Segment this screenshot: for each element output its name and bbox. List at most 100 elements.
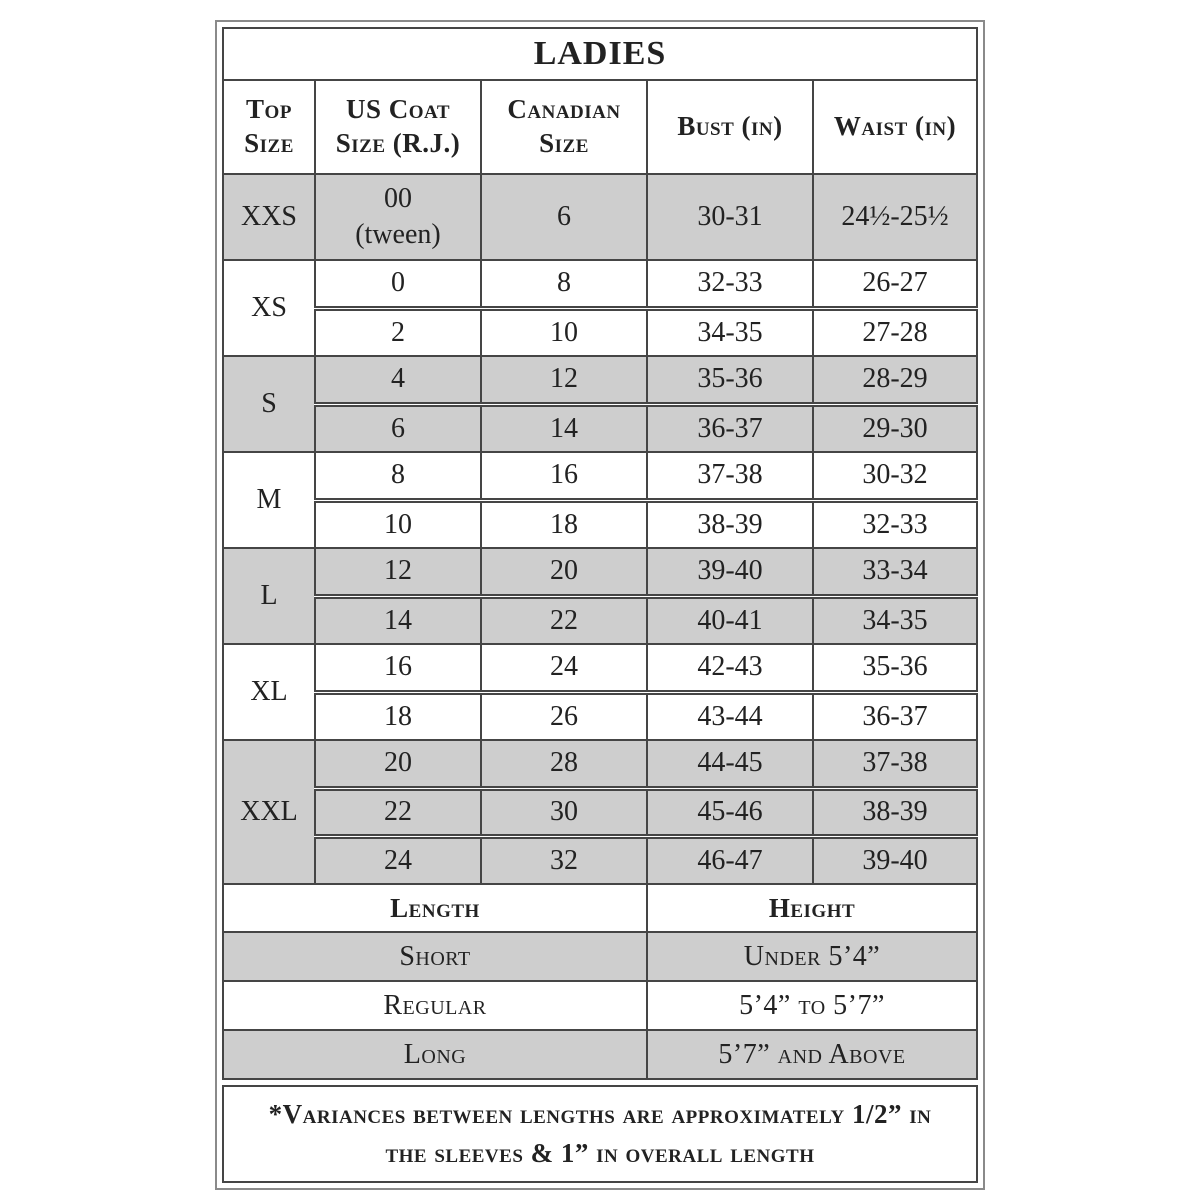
- length-value: Long: [222, 1029, 648, 1080]
- size-row-xs-1: XS 0 8 32-33 26-27: [222, 259, 979, 357]
- waist-cell: 29-30: [811, 401, 979, 453]
- us-size-cell: 2: [314, 305, 482, 357]
- size-chart-frame: LADIES Top Size US Coat Size (R.J.) Cana…: [215, 20, 985, 1191]
- waist-cell: 24½-25½: [811, 173, 979, 261]
- size-row-l-2: 14 22 40-41 34-35: [223, 593, 979, 645]
- us-size-cell: 12: [314, 547, 482, 597]
- us-size-cell: 00 (tween): [314, 173, 482, 261]
- col-header-us-coat-size: US Coat Size (R.J.): [314, 79, 482, 175]
- canadian-size-cell: 6: [480, 173, 648, 261]
- canadian-size-cell: 8: [480, 259, 648, 309]
- waist-cell: 30-32: [811, 451, 979, 501]
- us-size-cell: 14: [314, 593, 482, 645]
- waist-cell: 34-35: [811, 593, 979, 645]
- canadian-size-cell: 18: [480, 497, 648, 549]
- size-row-xxl-1: XXL 20 28 44-45 37-38: [222, 739, 979, 885]
- waist-cell: 33-34: [811, 547, 979, 597]
- size-row-xxl-2: 22 30 45-46 38-39: [223, 785, 979, 837]
- length-value: Short: [222, 931, 648, 982]
- bust-cell: 40-41: [646, 593, 814, 645]
- canadian-size-cell: 24: [480, 643, 648, 693]
- bust-cell: 37-38: [646, 451, 814, 501]
- canadian-size-cell: 10: [480, 305, 648, 357]
- waist-cell: 36-37: [811, 689, 979, 741]
- us-size-cell: 6: [314, 401, 482, 453]
- canadian-size-cell: 14: [480, 401, 648, 453]
- size-row-xs-2: 2 10 34-35 27-28: [223, 305, 979, 357]
- waist-cell: 39-40: [811, 833, 979, 885]
- size-row-xxl-3: 24 32 46-47 39-40: [223, 833, 979, 885]
- height-header: Height: [645, 883, 979, 933]
- waist-cell: 32-33: [811, 497, 979, 549]
- waist-cell: 35-36: [811, 643, 979, 693]
- length-height-header-row: Length Height: [222, 883, 979, 933]
- us-size-cell: 0: [314, 259, 482, 309]
- bust-cell: 43-44: [646, 689, 814, 741]
- size-label-xs: XS: [222, 259, 316, 357]
- ladies-size-chart-table: LADIES Top Size US Coat Size (R.J.) Cana…: [221, 27, 979, 1080]
- bust-cell: 39-40: [646, 547, 814, 597]
- canadian-size-cell: 32: [480, 833, 648, 885]
- waist-cell: 26-27: [811, 259, 979, 309]
- length-value: Regular: [222, 980, 648, 1031]
- bust-cell: 30-31: [646, 173, 814, 261]
- us-size-cell: 16: [314, 643, 482, 693]
- size-row-m-1: M 8 16 37-38 30-32: [222, 451, 979, 549]
- us-size-cell: 10: [314, 497, 482, 549]
- size-row-s-1: S 4 12 35-36 28-29: [222, 355, 979, 453]
- bust-cell: 45-46: [646, 785, 814, 837]
- waist-cell: 37-38: [811, 739, 979, 789]
- canadian-size-cell: 30: [480, 785, 648, 837]
- canadian-size-cell: 16: [480, 451, 648, 501]
- bust-cell: 34-35: [646, 305, 814, 357]
- canadian-size-cell: 22: [480, 593, 648, 645]
- length-header: Length: [222, 883, 648, 933]
- bust-cell: 36-37: [646, 401, 814, 453]
- bust-cell: 38-39: [646, 497, 814, 549]
- height-value: Under 5’4”: [645, 931, 979, 982]
- col-header-top-size: Top Size: [222, 79, 316, 175]
- waist-cell: 27-28: [811, 305, 979, 357]
- size-row-xxs: XXS 00 (tween) 6 30-31 24½-25½: [222, 173, 979, 261]
- canadian-size-cell: 28: [480, 739, 648, 789]
- size-label-l: L: [222, 547, 316, 645]
- col-header-bust: Bust (in): [646, 79, 814, 175]
- bust-cell: 35-36: [646, 355, 814, 405]
- canadian-size-cell: 12: [480, 355, 648, 405]
- col-header-canadian-size: Canadian Size: [480, 79, 648, 175]
- canadian-size-cell: 26: [480, 689, 648, 741]
- canadian-size-cell: 20: [480, 547, 648, 597]
- waist-cell: 38-39: [811, 785, 979, 837]
- length-row-short: Short Under 5’4”: [222, 931, 979, 982]
- size-label-s: S: [222, 355, 316, 453]
- title-row: LADIES: [221, 27, 979, 81]
- bust-cell: 42-43: [646, 643, 814, 693]
- size-row-s-2: 6 14 36-37 29-30: [223, 401, 979, 453]
- bust-cell: 44-45: [646, 739, 814, 789]
- height-value: 5’4” to 5’7”: [645, 980, 979, 1031]
- size-row-l-1: L 12 20 39-40 33-34: [222, 547, 979, 645]
- column-header-row: Top Size US Coat Size (R.J.) Canadian Si…: [222, 79, 979, 175]
- bust-cell: 32-33: [646, 259, 814, 309]
- waist-cell: 28-29: [811, 355, 979, 405]
- size-label-m: M: [222, 451, 316, 549]
- col-header-waist: Waist (in): [811, 79, 979, 175]
- size-row-xl-2: 18 26 43-44 36-37: [223, 689, 979, 741]
- size-row-m-2: 10 18 38-39 32-33: [223, 497, 979, 549]
- us-size-cell: 22: [314, 785, 482, 837]
- size-row-xl-1: XL 16 24 42-43 35-36: [222, 643, 979, 741]
- us-size-cell: 20: [314, 739, 482, 789]
- chart-title: LADIES: [221, 27, 979, 81]
- height-value: 5’7” and Above: [645, 1029, 979, 1080]
- size-label-xxs: XXS: [222, 173, 316, 261]
- us-size-cell: 24: [314, 833, 482, 885]
- length-row-long: Long 5’7” and Above: [222, 1029, 979, 1080]
- size-label-xxl: XXL: [222, 739, 316, 885]
- bust-cell: 46-47: [646, 833, 814, 885]
- length-row-regular: Regular 5’4” to 5’7”: [222, 980, 979, 1031]
- size-label-xl: XL: [222, 643, 316, 741]
- us-size-cell: 4: [314, 355, 482, 405]
- us-size-cell: 8: [314, 451, 482, 501]
- variance-footnote: *Variances between lengths are approxima…: [222, 1085, 978, 1184]
